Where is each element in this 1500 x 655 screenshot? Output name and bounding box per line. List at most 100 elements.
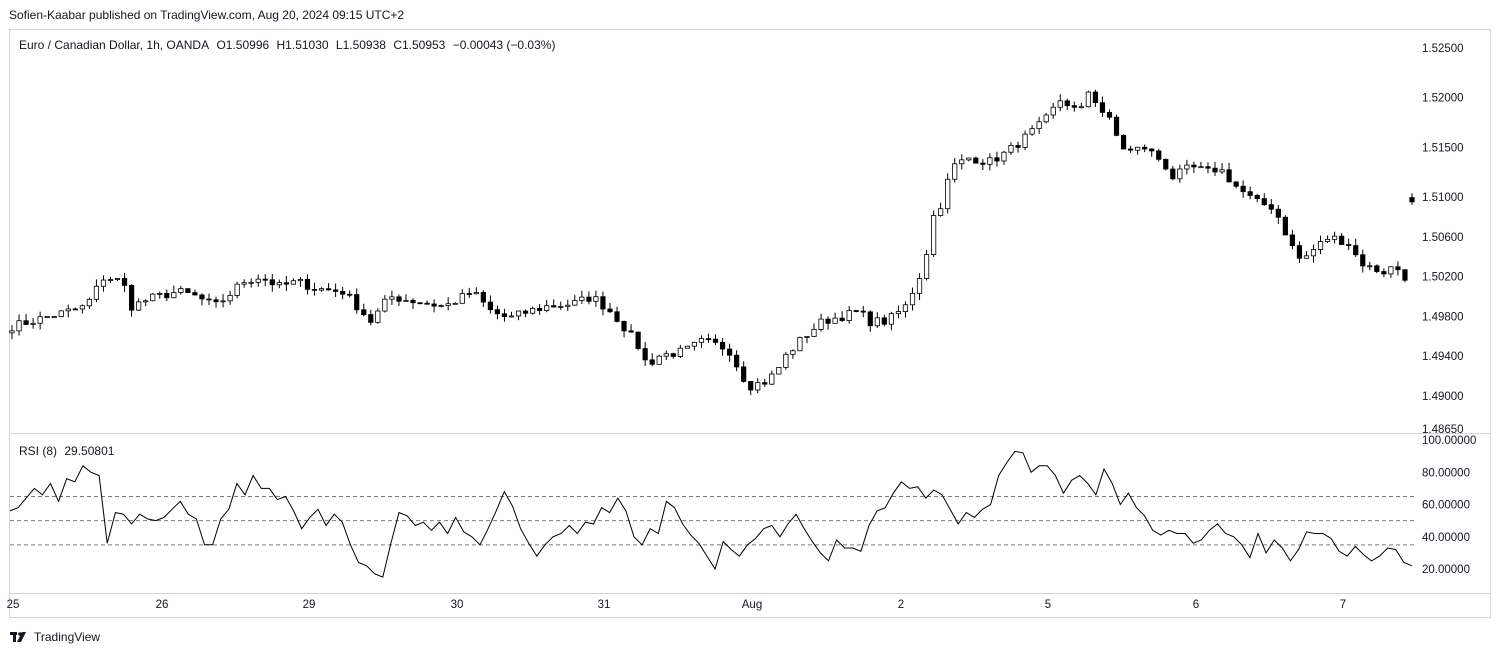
rsi-axis-tick: 20.00000 [1422,564,1470,576]
candle-down [537,307,543,311]
candle-down [712,338,719,343]
candle-down [304,278,311,290]
price-axis-tick: 1.50200 [1422,272,1464,284]
candle-down [600,296,606,310]
candle-down [1149,148,1155,152]
candle-down [1092,91,1099,104]
candle-down [1289,234,1296,247]
time-axis-tick: 2 [898,599,904,611]
candle-up [248,281,254,284]
candle-down [1254,195,1260,200]
candle-down [705,338,712,340]
candle-up [1029,128,1035,135]
candle-down [973,157,979,164]
candle-down [1099,102,1106,113]
candle-down [262,278,268,281]
candle-up [684,345,690,349]
candle-up [776,367,782,375]
price-axis-tick: 1.50600 [1422,232,1464,244]
candle-up [1036,121,1042,130]
candle-up [874,317,880,327]
candle-down [1261,198,1267,206]
candle-down [825,318,831,324]
candle-up [16,320,22,332]
candle-up [107,279,114,281]
candle-up [888,313,894,325]
candle-up [150,293,156,302]
candle-up [1008,145,1014,153]
legend-close: C1.50953 [393,38,446,52]
price-axis-tick: 1.49400 [1422,351,1464,363]
candle-down [734,354,740,368]
candle-up [530,307,536,314]
candle-up [389,296,395,300]
candle-up [769,373,775,385]
candle-down [494,309,501,315]
candle-up [804,335,810,338]
candle-down [522,310,529,314]
price-axis-tick: 1.49000 [1422,391,1464,403]
candle-up [544,305,550,311]
candle-down [424,302,430,305]
candle-up [755,382,761,391]
candle-down [192,292,198,296]
candle-down [762,382,768,385]
candle-up [37,316,43,324]
candle-down [1275,208,1281,218]
rsi-line [9,450,1413,578]
legend-low: L1.50938 [335,38,386,52]
chart-frame [9,29,1491,618]
candle-up [1085,91,1091,108]
candle-up [255,278,261,283]
candle-down [1296,245,1303,259]
candle-up [783,353,789,368]
footer-brand[interactable]: TradingView [10,630,100,644]
candle-up [818,318,824,330]
candle-up [318,288,325,291]
candle-down [649,359,655,365]
candle-down [1142,146,1148,150]
candle-up [297,278,304,282]
candle-up [811,329,817,337]
candle-down [1247,191,1253,196]
candle-down [719,342,726,350]
candle-down [283,282,289,285]
candle-up [515,310,522,317]
price-axis-tick: 1.51000 [1422,192,1464,204]
time-axis-tick: 7 [1340,599,1346,611]
candle-down [347,293,353,296]
candle-down [1205,166,1211,169]
candle-down [361,309,367,315]
time-axis-tick: 25 [7,599,20,611]
candle-down [1353,245,1359,256]
candle-up [1324,238,1331,242]
candle-down [128,284,135,311]
candle-down [121,278,128,286]
candle-up [30,322,36,325]
candle-down [72,308,78,311]
candle-up [656,355,662,365]
candle-down [1282,216,1288,236]
legend-high: H1.51030 [276,38,329,52]
candle-down [1064,100,1070,107]
candle-down [1113,116,1120,136]
candle-down [628,330,634,333]
candle-up [136,301,142,311]
candle-down [487,301,493,311]
candle-down [311,288,318,291]
candle-down [325,288,332,291]
candle-up [93,285,100,300]
candle-up [9,330,15,334]
time-axis-tick: 5 [1045,599,1051,611]
candle-up [698,338,705,343]
candle-up [1367,265,1373,268]
candle-down [1409,197,1415,203]
candle-up [79,305,85,310]
price-axis-tick: 1.49800 [1422,311,1464,323]
candle-up [565,304,571,307]
candle-down [1395,266,1401,271]
candle-up [558,306,564,308]
candle-down [1233,181,1239,187]
candle-up [86,298,92,307]
